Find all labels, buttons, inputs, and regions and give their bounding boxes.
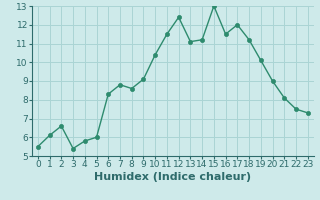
X-axis label: Humidex (Indice chaleur): Humidex (Indice chaleur) <box>94 172 252 182</box>
